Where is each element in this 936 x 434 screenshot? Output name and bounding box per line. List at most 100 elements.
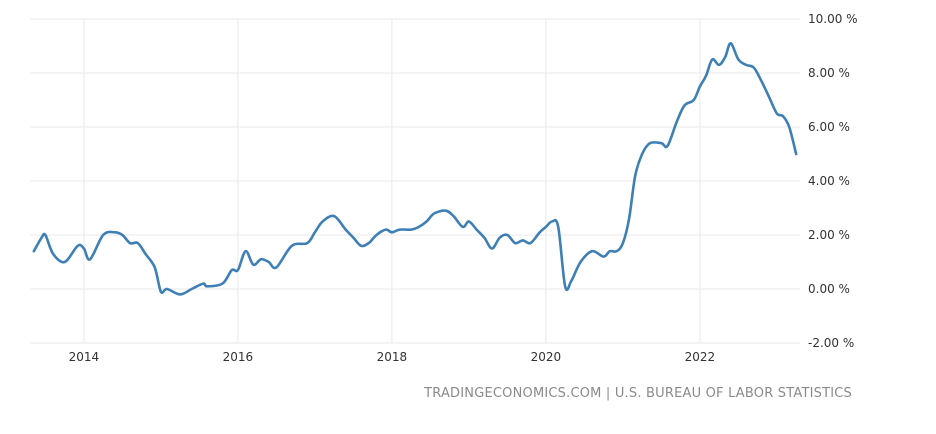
data-point [475,228,477,230]
data-point [268,261,270,263]
data-point [564,285,566,287]
data-point [33,250,35,252]
data-point [649,142,651,144]
data-point [506,234,508,236]
data-point [345,228,347,230]
data-point [433,212,435,214]
data-point [144,253,146,255]
data-point [114,231,116,233]
y-tick-label: 6.00 % [808,120,850,134]
data-point [795,153,797,155]
x-tick-label: 2014 [69,350,100,364]
y-tick-label: 8.00 % [808,66,850,80]
data-point [306,242,308,244]
data-point [410,228,412,230]
data-point [768,96,770,98]
data-point [699,85,701,87]
x-tick-label: 2020 [531,350,562,364]
data-point [44,234,46,236]
data-point [557,226,559,228]
data-point [737,58,739,60]
data-point [753,66,755,68]
data-point [321,220,323,222]
data-point [137,242,139,244]
data-point [491,247,493,249]
data-point [616,250,618,252]
data-point [545,226,547,228]
data-point [499,237,501,239]
data-point [579,261,581,263]
data-point [483,237,485,239]
x-tick-label: 2018 [377,350,408,364]
data-point [730,42,732,44]
data-point [89,258,91,260]
y-tick-label: 0.00 % [808,282,850,296]
data-point [628,218,630,220]
data-point [63,261,65,263]
data-point [52,253,54,255]
data-point [166,288,168,290]
data-point [641,153,643,155]
data-point [452,215,454,217]
data-point [385,228,387,230]
x-tick-label: 2022 [685,350,716,364]
data-point [676,120,678,122]
data-point [724,56,726,58]
y-axis-ticks: 10.00 % 8.00 % 6.00 % 4.00 % 2.00 % 0.00 % -2.… [808,12,858,350]
data-point [391,231,393,233]
data-point [83,247,85,249]
data-point [660,142,662,144]
data-point [231,269,233,271]
data-point [468,220,470,222]
y-tick-label: 4.00 % [808,174,850,188]
data-point [260,258,262,260]
data-point [602,255,604,257]
series-layer [32,42,798,296]
y-tick-label: 2.00 % [808,228,850,242]
data-point [352,237,354,239]
data-point [514,242,516,244]
data-point [129,242,131,244]
data-point [206,285,208,287]
data-point [221,282,223,284]
data-point [776,112,778,114]
data-point [202,282,204,284]
gridlines [30,18,800,344]
data-point [418,226,420,228]
data-point [570,280,572,282]
data-point [711,58,713,60]
data-point [718,64,720,66]
series-line [32,42,798,296]
data-point [275,266,277,268]
data-point [634,174,636,176]
data-point [40,237,42,239]
x-axis-ticks: 2014 2016 2018 2020 2022 [69,350,716,364]
data-point [77,245,79,247]
data-point [445,210,447,212]
data-point [666,145,668,147]
data-point [368,242,370,244]
data-point [102,234,104,236]
data-point [179,293,181,295]
data-point [154,266,156,268]
data-point [333,215,335,217]
x-tick-label: 2016 [223,350,254,364]
data-point [551,220,553,222]
data-point [160,291,162,293]
data-point [425,220,427,222]
data-point [591,250,593,252]
data-point [237,269,239,271]
data-point [398,228,400,230]
data-point [693,99,695,101]
data-point [191,288,193,290]
data-point [760,80,762,82]
y-tick-label: -2.00 % [808,336,854,350]
data-point [683,104,685,106]
data-point [609,250,611,252]
data-point [291,245,293,247]
data-point [745,64,747,66]
y-tick-label: 10.00 % [808,12,858,26]
data-point [539,231,541,233]
